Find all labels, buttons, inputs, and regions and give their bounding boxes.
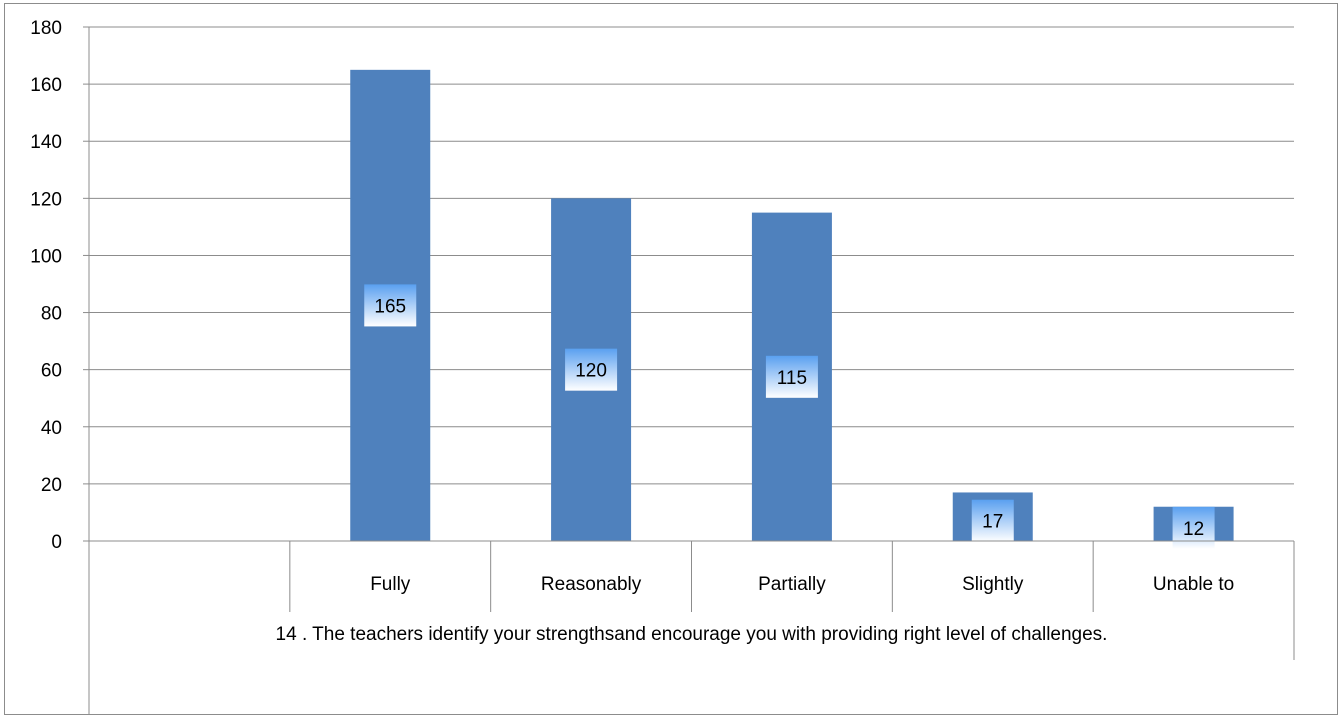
x-category-labels: Fully Reasonably Partially Slightly Unable t… [370,574,1234,595]
data-label: 115 [777,368,807,389]
chart-frame [4,3,1338,715]
x-category-label: Fully [370,574,411,595]
bars [350,69,1234,542]
x-category-label: Unable to [1153,574,1234,595]
data-label: 120 [575,361,607,382]
data-label-box [565,348,618,391]
x-category-label: Partially [758,574,826,595]
y-tick-label: 0 [51,532,62,553]
y-tick-label: 160 [30,75,62,96]
y-tick-label: 20 [41,475,62,496]
axes [83,26,1295,714]
y-tick-label: 180 [30,18,62,39]
data-label-box [364,284,417,327]
y-tick-label: 100 [30,246,62,267]
data-label-box [765,355,818,398]
data-label: 165 [374,296,406,317]
data-label-box [971,499,1014,542]
data-label: 12 [1183,519,1204,540]
y-tick-label: 140 [30,132,62,153]
x-category-label: Slightly [962,574,1024,595]
y-tick-labels: 0 20 40 60 80 100 120 140 160 180 [30,18,62,553]
y-tick-label: 40 [41,418,62,439]
x-category-label: Reasonably [541,574,642,595]
y-tick-label: 80 [41,304,62,325]
data-label-box [1172,506,1215,549]
gridlines [89,26,1294,485]
group-label: 14 . The teachers identify your strength… [276,624,1108,645]
y-tick-label: 120 [30,189,62,210]
data-labels: 165 120 115 17 12 [364,284,1215,549]
y-tick-label: 60 [41,361,62,382]
data-label: 17 [982,512,1003,533]
